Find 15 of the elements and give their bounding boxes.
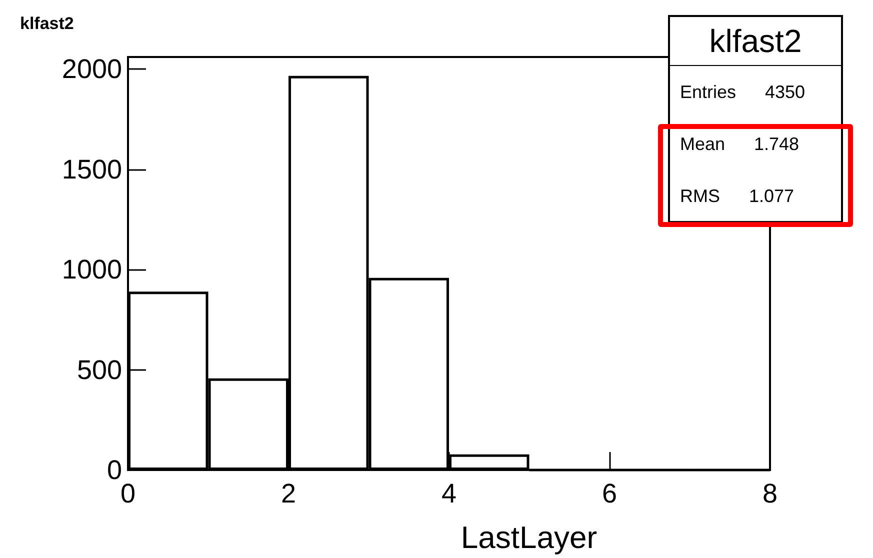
x-tick-label: 4 [441,478,457,508]
annotation: RMS 1.077 [679,185,796,208]
x-tick-label: 8 [762,478,778,508]
y-tick-label: 500 [76,354,122,385]
y-tick-label: 1000 [62,254,122,285]
x-tick-label: 6 [602,478,618,508]
annotation: klfast2 [670,17,841,66]
y-tick-label: 1500 [62,154,122,184]
y-tick-label: 0 [106,455,122,485]
chart-title: klfast2 [20,14,74,34]
annotation: Entries 4350 [679,81,806,104]
x-axis-title: LastLayer [460,520,598,555]
y-tick-label: 2000 [62,54,122,84]
x-tick-label: 2 [280,478,296,508]
annotation: Mean 1.748 [679,133,800,156]
